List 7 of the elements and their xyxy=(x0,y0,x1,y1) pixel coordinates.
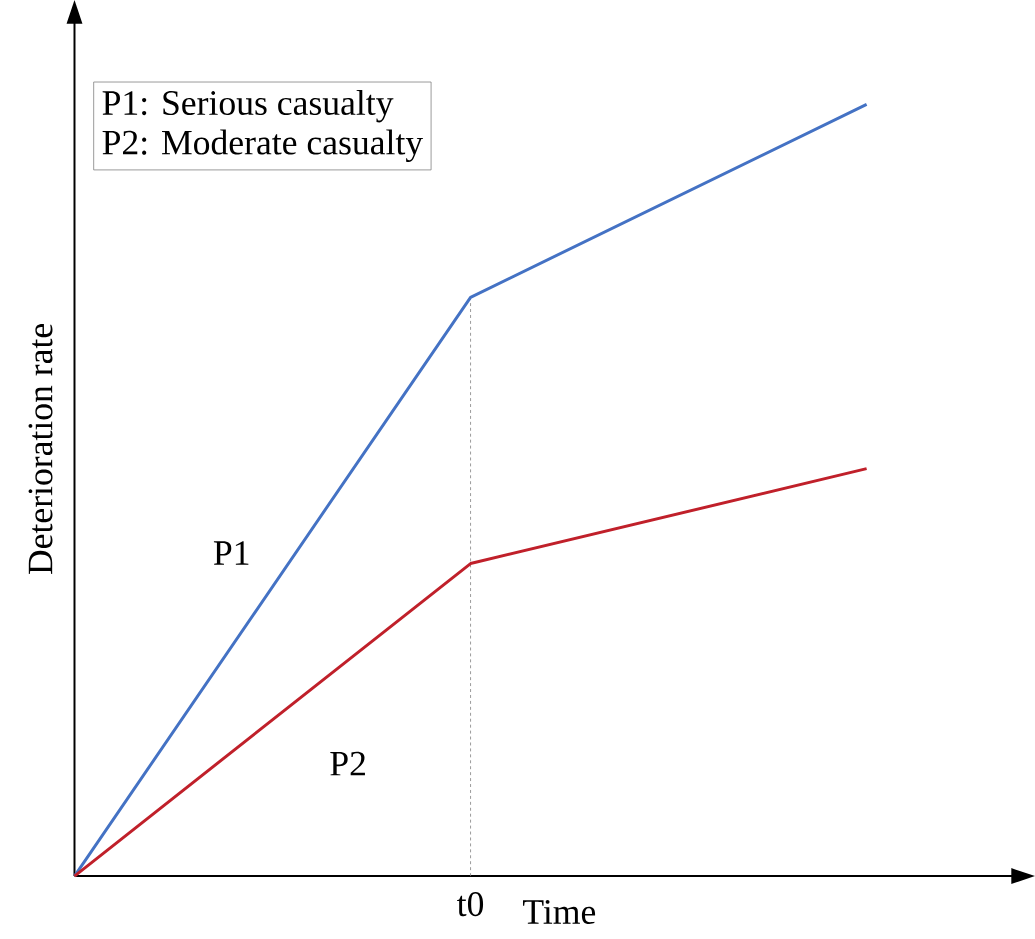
x-axis-title: Time xyxy=(523,900,596,925)
series-label: P2 xyxy=(330,751,365,776)
annotation: P2: Moderate casualty xyxy=(102,129,424,163)
series-label: P1 xyxy=(213,541,249,565)
text: t0 xyxy=(457,892,484,917)
annotation: P1: Serious casualty xyxy=(102,90,394,123)
y-axis-title: Deterioration rate xyxy=(28,324,53,575)
